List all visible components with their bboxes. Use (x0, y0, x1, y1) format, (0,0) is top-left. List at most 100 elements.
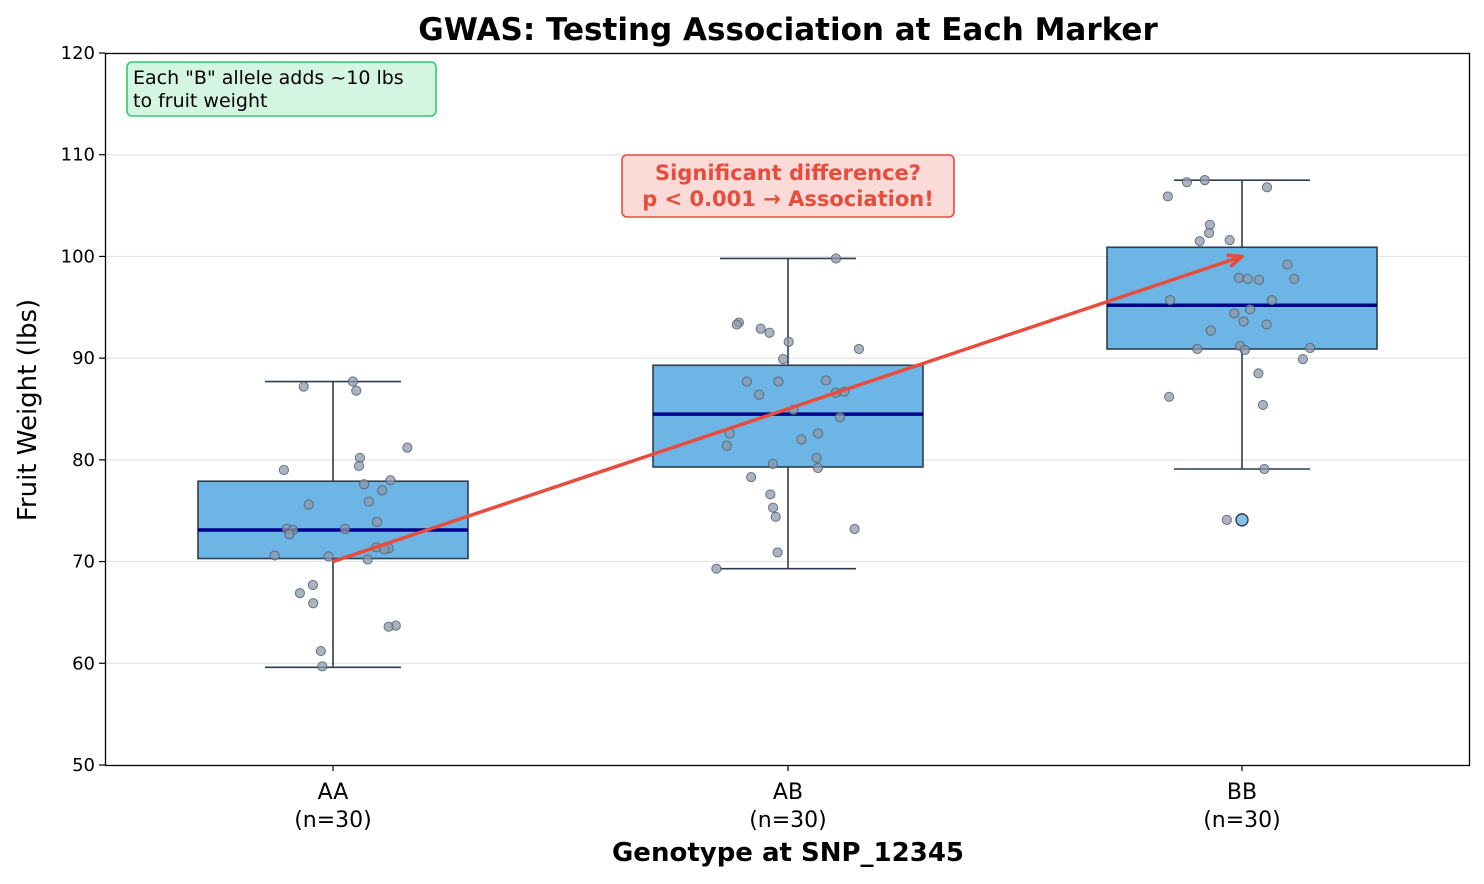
data-point (834, 412, 846, 423)
data-point (721, 440, 732, 451)
data-point (731, 319, 742, 330)
data-point (711, 563, 722, 574)
annotation-background (621, 154, 955, 218)
annotation-line-1: Significant difference? (655, 161, 921, 185)
data-point (830, 253, 842, 264)
y-tick-label: 80 (72, 450, 95, 471)
data-point (770, 511, 781, 522)
data-point (772, 547, 783, 558)
data-point (811, 452, 822, 463)
data-point (773, 376, 784, 387)
y-tick-label: 50 (72, 755, 95, 776)
data-point (371, 516, 383, 528)
data-point (1238, 316, 1249, 327)
data-point (1257, 399, 1269, 411)
data-point (767, 458, 779, 470)
y-tick-label: 90 (72, 348, 95, 369)
data-point (754, 389, 765, 400)
box-body (1106, 246, 1378, 350)
data-point (308, 598, 319, 609)
y-tick-label: 70 (72, 552, 95, 573)
x-tick-label: AB (773, 780, 803, 805)
data-point (323, 551, 334, 562)
data-point (298, 381, 309, 392)
y-tick-label: 110 (61, 145, 95, 166)
box-AB (652, 257, 924, 570)
data-point (1253, 368, 1264, 379)
data-point (358, 479, 370, 490)
data-point (1239, 344, 1250, 356)
data-point (1261, 182, 1273, 193)
chart-title: GWAS: Testing Association at Each Marker (418, 12, 1158, 48)
data-point (1245, 304, 1256, 315)
note-background (126, 61, 437, 117)
data-point (1233, 272, 1245, 283)
arrow-head (1226, 253, 1244, 268)
data-point (1203, 227, 1215, 239)
data-point (385, 475, 396, 486)
data-point (377, 485, 388, 496)
data-point (278, 464, 290, 476)
data-point (1289, 273, 1300, 284)
outlier-point (1235, 513, 1249, 527)
data-point (362, 554, 373, 565)
note-line-1: Each "B" allele adds ~10 lbs (133, 67, 404, 89)
y-axis: 50 60 70 80 90 100 110 120 (61, 43, 105, 776)
data-point (767, 502, 779, 513)
y-axis-label: Fruit Weight (lbs) (13, 299, 43, 521)
data-point (1192, 343, 1203, 355)
data-point (820, 375, 832, 386)
y-tick-label: 120 (61, 43, 95, 64)
data-point (853, 343, 865, 355)
box-body (652, 364, 924, 468)
data-point (1282, 259, 1293, 270)
data-point (1259, 463, 1270, 475)
plot-frame (104, 52, 1471, 767)
data-point (812, 428, 824, 439)
data-point (1305, 342, 1316, 354)
data-point (307, 579, 319, 591)
data-point (1205, 325, 1216, 336)
jitter-points (269, 175, 1316, 672)
data-point (1266, 295, 1278, 306)
data-point (1194, 236, 1205, 247)
data-point (746, 472, 757, 483)
data-point (347, 376, 358, 387)
x-tick-label: BB (1227, 780, 1257, 805)
data-point (1164, 391, 1175, 402)
y-tick-label: 60 (72, 653, 95, 674)
data-point (1224, 235, 1235, 246)
data-point (1261, 319, 1272, 330)
x-tick-label: AA (318, 780, 349, 805)
data-point (812, 462, 824, 474)
box-BB (1106, 179, 1378, 527)
y-tick-label: 100 (61, 246, 95, 267)
significance-annotation: Significant difference? p < 0.001 → Asso… (621, 154, 955, 218)
x-tick-count-label: (n=30) (749, 808, 827, 833)
data-point (1162, 191, 1173, 202)
data-point (1165, 295, 1176, 306)
data-point (1297, 354, 1309, 365)
data-point (1229, 308, 1240, 319)
data-point (383, 621, 394, 632)
data-point (755, 323, 766, 334)
data-point (1199, 175, 1210, 186)
data-point (294, 588, 305, 599)
data-point (315, 645, 326, 657)
trend-arrow (332, 253, 1244, 564)
data-point (796, 434, 807, 445)
data-point (1242, 273, 1253, 284)
x-axis: AA (n=30) AB (n=30) BB (n=30) (294, 765, 1281, 833)
annotation-line-2: p < 0.001 → Association! (642, 187, 934, 211)
box-body (197, 480, 469, 560)
data-point (849, 523, 860, 535)
data-point (1253, 274, 1265, 285)
data-point (741, 376, 752, 387)
data-point (778, 354, 789, 365)
data-point (783, 336, 794, 347)
note-line-2: to fruit weight (133, 90, 267, 112)
data-point (402, 442, 413, 453)
x-tick-count-label: (n=30) (294, 808, 372, 833)
x-axis-label: Genotype at SNP_12345 (612, 838, 964, 868)
